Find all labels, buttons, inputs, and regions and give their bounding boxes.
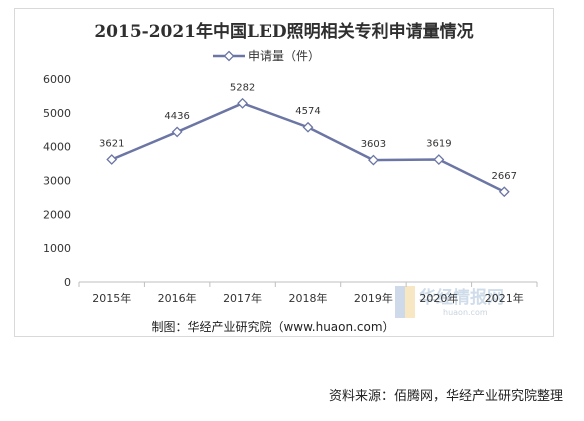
legend-label: 申请量（件） [248, 49, 320, 63]
axes: 2015年 2016年 2017年 2018年 2019年 2020年 2021年 0 1000… [43, 73, 538, 305]
line-chart: 2015-2021年中国LED照明相关专利申请量情况 申请量（件） 华经情报网 … [43, 21, 538, 334]
source-note: 资料来源：佰腾网，华经产业研究院整理 [328, 389, 563, 404]
x-tick-label: 2018年 [289, 291, 328, 305]
watermark-url: huaon.com [443, 308, 488, 317]
watermark: 华经情报网 huaon.com [395, 286, 504, 318]
x-tick-label: 2017年 [223, 291, 262, 305]
data-label: 4574 [295, 106, 320, 117]
y-tick-label: 4000 [43, 141, 71, 154]
data-point [106, 154, 118, 165]
x-tick-label: 2016年 [158, 291, 197, 305]
chart-title: 2015-2021年中国LED照明相关专利申请量情况 [94, 21, 473, 42]
y-tick-label: 3000 [43, 175, 71, 188]
x-tick-label: 2019年 [354, 291, 393, 305]
data-point [498, 186, 510, 198]
data-point [237, 97, 248, 109]
data-point [433, 154, 445, 165]
y-tick-label: 0 [64, 276, 71, 289]
watermark-logo [395, 286, 405, 318]
legend-marker [223, 50, 235, 62]
data-label: 2667 [492, 171, 517, 182]
x-tick-label: 2015年 [92, 291, 131, 305]
y-tick-label: 5000 [43, 107, 71, 120]
x-tick-label: 2020年 [419, 291, 458, 305]
series-group: 3621 4436 5282 4574 3603 3619 2667 [99, 82, 517, 198]
legend: 申请量（件） [213, 49, 320, 63]
data-label: 4436 [164, 111, 189, 122]
chart-frame: 2015-2021年中国LED照明相关专利申请量情况 申请量（件） 华经情报网 … [14, 8, 554, 337]
data-label: 5282 [230, 82, 255, 93]
data-label: 3621 [99, 138, 124, 149]
x-tick-label: 2021年 [485, 291, 524, 305]
y-tick-label: 2000 [43, 208, 71, 221]
data-point [368, 154, 379, 166]
data-point [302, 121, 314, 133]
y-tick-label: 1000 [43, 242, 71, 255]
data-label: 3619 [426, 139, 451, 150]
data-point [171, 126, 183, 138]
watermark-text: 华经情报网 [419, 287, 504, 308]
y-tick-label: 6000 [43, 73, 71, 86]
data-label: 3603 [361, 139, 386, 150]
watermark-logo-accent [405, 286, 415, 318]
chart-credit: 制图：华经产业研究院（www.huaon.com） [151, 319, 394, 334]
